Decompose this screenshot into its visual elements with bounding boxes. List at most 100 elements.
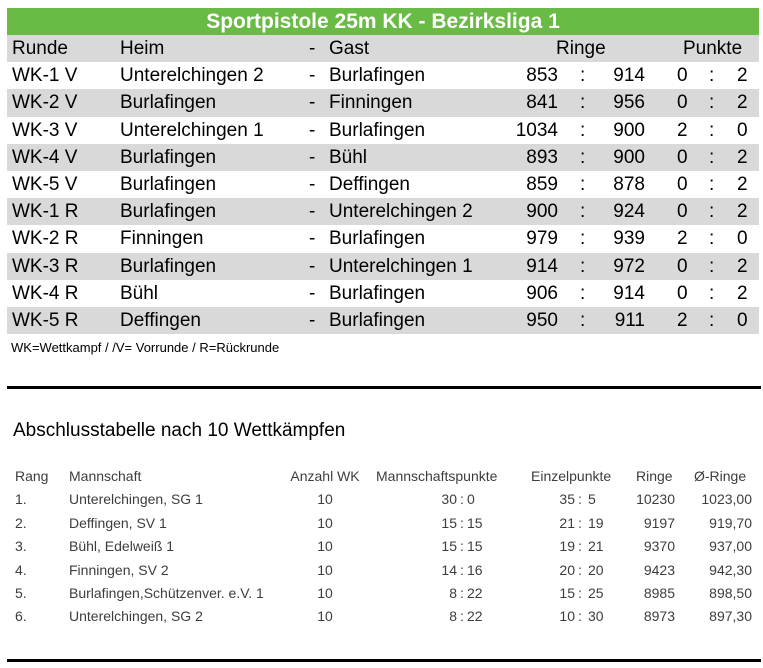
match-home-team: Deffingen bbox=[120, 309, 201, 331]
header-points: Punkte bbox=[683, 38, 743, 59]
team-points-plus: 15 bbox=[441, 538, 457, 555]
team-name: Unterelchingen, SG 1 bbox=[69, 491, 203, 508]
match-home-team: Unterelchingen 2 bbox=[120, 65, 264, 87]
header-team: Mannschaft bbox=[69, 468, 142, 484]
match-row: WK-5 R Deffingen - Burlafingen 950:911 2:0 bbox=[7, 306, 759, 335]
match-guest-team: Bühl bbox=[329, 146, 368, 168]
team-points-minus: 0 bbox=[467, 491, 475, 508]
divider-bottom bbox=[7, 659, 761, 662]
match-points-separator: : bbox=[709, 92, 715, 114]
standings-header-row: Rang Mannschaft Anzahl WK Mannschaftspun… bbox=[0, 466, 763, 489]
match-dash: - bbox=[309, 173, 316, 195]
results-footnote: WK=Wettkampf / /V= Vorrunde / R=Rückrund… bbox=[11, 340, 280, 355]
match-rings-home: 1034 bbox=[515, 119, 558, 141]
match-points-separator: : bbox=[709, 201, 715, 223]
match-guest-team: Unterelchingen 1 bbox=[329, 255, 473, 277]
match-rings-separator: : bbox=[580, 255, 586, 277]
match-rings-separator: : bbox=[580, 282, 586, 304]
standings-row: 6. Unterelchingen, SG 2 10 8:22 10:30 8973 897… bbox=[0, 606, 763, 629]
match-guest-team: Burlafingen bbox=[329, 65, 426, 87]
match-rings-home: 900 bbox=[526, 201, 558, 223]
team-matches: 10 bbox=[317, 514, 333, 531]
match-rings-home: 979 bbox=[526, 228, 558, 250]
match-rings-separator: : bbox=[580, 173, 586, 195]
team-points-plus: 14 bbox=[441, 561, 457, 578]
team-rank: 1. bbox=[15, 491, 27, 508]
team-name: Deffingen, SV 1 bbox=[69, 514, 167, 531]
team-avg-rings: 898,50 bbox=[709, 584, 752, 601]
single-points-separator: : bbox=[578, 561, 582, 578]
match-round: WK-5 R bbox=[12, 309, 79, 331]
team-points-separator: : bbox=[460, 608, 464, 625]
match-dash: - bbox=[309, 309, 316, 331]
team-rings: 9370 bbox=[643, 538, 675, 555]
match-points-home: 2 bbox=[677, 309, 688, 331]
match-rings-guest: 911 bbox=[614, 309, 645, 331]
match-points-guest: 0 bbox=[737, 309, 748, 331]
single-points-separator: : bbox=[578, 584, 582, 601]
match-rings-separator: : bbox=[580, 201, 586, 223]
match-row: WK-1 V Unterelchingen 2 - Burlafingen 853: 91… bbox=[7, 62, 759, 89]
match-points-guest: 2 bbox=[737, 65, 748, 87]
match-points-guest: 2 bbox=[737, 282, 748, 304]
single-points-plus: 21 bbox=[559, 514, 575, 531]
match-dash: - bbox=[309, 282, 316, 304]
match-dash: - bbox=[309, 92, 316, 114]
match-round: WK-1 V bbox=[12, 65, 78, 87]
standings-table: Rang Mannschaft Anzahl WK Mannschaftspun… bbox=[0, 466, 763, 630]
match-dash: - bbox=[309, 201, 316, 223]
match-home-team: Burlafingen bbox=[120, 146, 217, 168]
match-dash: - bbox=[309, 65, 316, 87]
team-rank: 2. bbox=[15, 514, 27, 531]
single-points-plus: 20 bbox=[559, 561, 575, 578]
match-rings-separator: : bbox=[580, 92, 586, 114]
team-rank: 5. bbox=[15, 584, 27, 601]
header-single-points: Einzelpunkte bbox=[531, 468, 612, 484]
match-rings-separator: : bbox=[580, 228, 586, 250]
team-name: Unterelchingen, SG 2 bbox=[69, 608, 203, 625]
match-rings-guest: 924 bbox=[613, 201, 645, 223]
match-points-home: 0 bbox=[677, 65, 688, 87]
match-points-separator: : bbox=[709, 309, 715, 331]
match-home-team: Unterelchingen 1 bbox=[120, 119, 264, 141]
match-points-separator: : bbox=[709, 146, 715, 168]
match-rings-separator: : bbox=[580, 65, 586, 87]
match-guest-team: Burlafingen bbox=[329, 119, 426, 141]
match-dash: - bbox=[309, 228, 316, 250]
standings-rows: 1. Unterelchingen, SG 1 10 30:0 35:5 10230 102… bbox=[0, 489, 763, 629]
match-rings-guest: 939 bbox=[613, 228, 645, 250]
match-round: WK-4 V bbox=[12, 146, 78, 168]
team-name: Finningen, SV 2 bbox=[69, 561, 169, 578]
match-round: WK-2 V bbox=[12, 92, 78, 114]
match-guest-team: Burlafingen bbox=[329, 228, 426, 250]
match-points-separator: : bbox=[709, 65, 715, 87]
team-points-minus: 15 bbox=[467, 514, 483, 531]
match-guest-team: Unterelchingen 2 bbox=[329, 201, 473, 223]
match-points-guest: 2 bbox=[737, 146, 748, 168]
results-title: Sportpistole 25m KK - Bezirksliga 1 bbox=[7, 8, 759, 35]
match-row: WK-1 R Burlafingen - Unterelchingen 2 900: 92… bbox=[7, 198, 759, 226]
match-rings-guest: 900 bbox=[613, 146, 645, 168]
team-avg-rings: 919,70 bbox=[709, 514, 752, 531]
team-matches: 10 bbox=[317, 584, 333, 601]
match-guest-team: Burlafingen bbox=[329, 309, 426, 331]
team-points-minus: 15 bbox=[467, 538, 483, 555]
team-rings: 8973 bbox=[643, 608, 675, 625]
standings-row: 3. Bühl, Edelweiß 1 10 15:15 19:21 9370 937,00 bbox=[0, 536, 763, 559]
match-points-separator: : bbox=[709, 119, 715, 141]
team-matches: 10 bbox=[317, 561, 333, 578]
match-row: WK-3 V Unterelchingen 1 - Burlafingen 1034: 9… bbox=[7, 117, 759, 144]
header-avg-rings: Ø-Ringe bbox=[694, 468, 747, 484]
match-round: WK-4 R bbox=[12, 282, 79, 304]
single-points-plus: 10 bbox=[559, 608, 575, 625]
team-points-plus: 8 bbox=[449, 584, 457, 601]
match-home-team: Burlafingen bbox=[120, 255, 217, 277]
match-rings-guest: 914 bbox=[613, 282, 645, 304]
match-round: WK-1 R bbox=[12, 201, 79, 223]
match-rings-home: 893 bbox=[526, 146, 558, 168]
team-points-plus: 8 bbox=[449, 608, 457, 625]
match-points-separator: : bbox=[709, 173, 715, 195]
match-points-separator: : bbox=[709, 228, 715, 250]
match-rings-home: 906 bbox=[526, 282, 558, 304]
match-points-home: 0 bbox=[677, 255, 688, 277]
